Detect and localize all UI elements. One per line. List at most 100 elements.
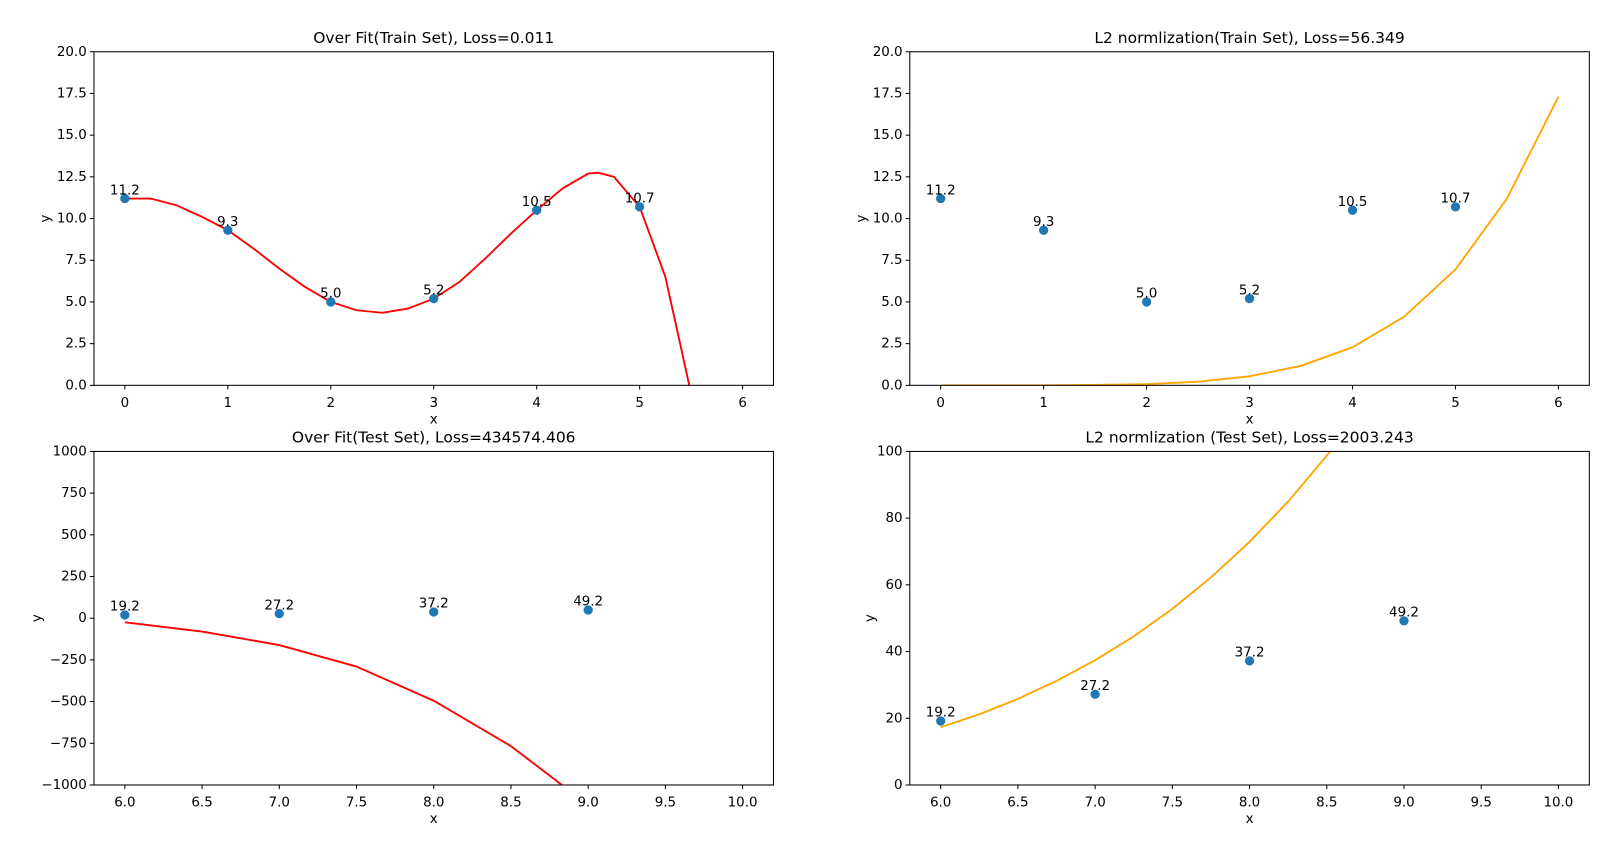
x-tick-label: 9.0 xyxy=(578,796,599,811)
data-label: 37.2 xyxy=(419,597,449,612)
chart-title: Over Fit(Train Set), Loss=0.011 xyxy=(313,29,554,47)
point xyxy=(936,716,946,726)
x-tick-label: 10.0 xyxy=(1543,796,1573,811)
data-label: 11.2 xyxy=(110,183,140,198)
x-tick-label: 9.5 xyxy=(1471,796,1492,811)
y-tick-label: 20.0 xyxy=(873,45,903,60)
x-tick-label: 6.0 xyxy=(114,796,135,811)
y-tick-label: 5.0 xyxy=(65,295,86,310)
x-tick-label: 6 xyxy=(738,396,747,411)
y-tick-label: 17.5 xyxy=(873,86,903,101)
data-label: 5.0 xyxy=(320,287,341,302)
x-tick-label: 8.0 xyxy=(423,796,444,811)
x-tick-label: 5 xyxy=(1451,396,1460,411)
point xyxy=(583,605,593,615)
y-tick-label: 7.5 xyxy=(65,253,86,268)
data-label: 11.2 xyxy=(926,183,956,198)
x-tick-label: 9.0 xyxy=(1393,796,1414,811)
data-label: 5.2 xyxy=(1239,283,1260,298)
y-tick-label: 60 xyxy=(886,578,903,593)
x-tick-label: 7.5 xyxy=(346,796,367,811)
x-tick-label: 9.5 xyxy=(655,796,676,811)
x-axis-label: x xyxy=(1246,412,1254,427)
data-label: 10.7 xyxy=(1441,192,1471,207)
point xyxy=(1244,656,1255,666)
point xyxy=(429,607,439,617)
subplot: L2 normlization (Test Set), Loss=2003.24… xyxy=(863,428,1590,827)
point xyxy=(1141,297,1152,307)
data-label: 27.2 xyxy=(264,598,294,613)
data-label: 49.2 xyxy=(1389,606,1419,621)
x-tick-label: 2 xyxy=(327,396,336,411)
y-tick-label: 15.0 xyxy=(57,128,87,143)
y-tick-label: −250 xyxy=(50,653,87,668)
data-label: 10.5 xyxy=(522,195,552,210)
point xyxy=(1347,205,1358,215)
x-tick-label: 1 xyxy=(224,396,233,411)
data-label: 5.0 xyxy=(1136,287,1157,302)
x-tick-label: 2 xyxy=(1142,396,1151,411)
x-tick-label: 0 xyxy=(121,396,130,411)
x-tick-label: 8.5 xyxy=(500,796,521,811)
data-label: 9.3 xyxy=(217,215,238,230)
data-label: 19.2 xyxy=(110,600,140,615)
y-axis-label: y xyxy=(854,215,869,223)
point xyxy=(223,225,233,235)
data-label: 19.2 xyxy=(926,706,956,721)
y-tick-label: 1000 xyxy=(53,444,87,459)
x-tick-label: 10.0 xyxy=(728,796,758,811)
y-tick-label: 12.5 xyxy=(873,170,903,185)
subplot: L2 normlization(Train Set), Loss=56.349 0… xyxy=(854,29,1590,427)
point xyxy=(1244,293,1255,304)
point xyxy=(120,193,130,204)
chart-title: L2 normlization (Test Set), Loss=2003.24… xyxy=(1085,428,1413,446)
y-axis-label: y xyxy=(863,614,878,622)
y-tick-label: 5.0 xyxy=(881,295,902,310)
point xyxy=(532,205,542,215)
axes-frame xyxy=(93,51,775,386)
subplot: Over Fit(Train Set), Loss=0.011 0.0 2.5 5.0… xyxy=(39,29,775,427)
axes-frame xyxy=(93,450,775,786)
x-tick-label: 6.5 xyxy=(191,796,212,811)
data-label: 10.7 xyxy=(625,192,655,207)
x-tick-label: 5 xyxy=(635,396,644,411)
axes-frame xyxy=(909,51,1590,386)
x-tick-label: 7.0 xyxy=(269,796,290,811)
point xyxy=(429,293,439,304)
point xyxy=(1399,616,1409,626)
x-axis-label: x xyxy=(430,812,438,827)
data-label: 9.3 xyxy=(1033,215,1054,230)
y-tick-label: 20.0 xyxy=(57,45,87,60)
subplot: Over Fit(Test Set), Loss=434574.406 −1000… xyxy=(30,428,775,827)
chart-title: L2 normlization(Train Set), Loss=56.349 xyxy=(1094,29,1404,47)
y-tick-label: −1000 xyxy=(41,778,86,793)
x-tick-label: 6.5 xyxy=(1007,796,1028,811)
y-tick-label: 100 xyxy=(877,444,903,459)
axes-frame xyxy=(909,450,1590,786)
fit-line xyxy=(940,451,1332,729)
x-tick-label: 3 xyxy=(1245,396,1254,411)
point xyxy=(634,202,645,212)
y-tick-label: 20 xyxy=(886,711,903,726)
y-tick-label: 0 xyxy=(894,778,903,793)
x-tick-label: 8.5 xyxy=(1316,796,1337,811)
x-tick-label: 7.5 xyxy=(1162,796,1183,811)
y-axis-label: y xyxy=(39,215,54,223)
chart-title: Over Fit(Test Set), Loss=434574.406 xyxy=(292,428,576,446)
y-tick-label: −750 xyxy=(50,736,87,751)
x-tick-label: 8.0 xyxy=(1239,796,1260,811)
y-tick-label: 2.5 xyxy=(881,337,902,352)
y-tick-label: 15.0 xyxy=(873,128,903,143)
y-tick-label: 750 xyxy=(61,486,87,501)
y-tick-label: 0.0 xyxy=(65,378,86,393)
fit-line xyxy=(940,96,1560,386)
point xyxy=(936,193,946,204)
point xyxy=(1090,689,1100,699)
y-tick-label: 17.5 xyxy=(57,86,87,101)
x-tick-label: 1 xyxy=(1039,396,1048,411)
y-tick-label: 250 xyxy=(61,570,87,585)
point xyxy=(120,610,130,620)
data-label: 49.2 xyxy=(573,595,603,610)
y-tick-label: 0 xyxy=(78,611,87,626)
